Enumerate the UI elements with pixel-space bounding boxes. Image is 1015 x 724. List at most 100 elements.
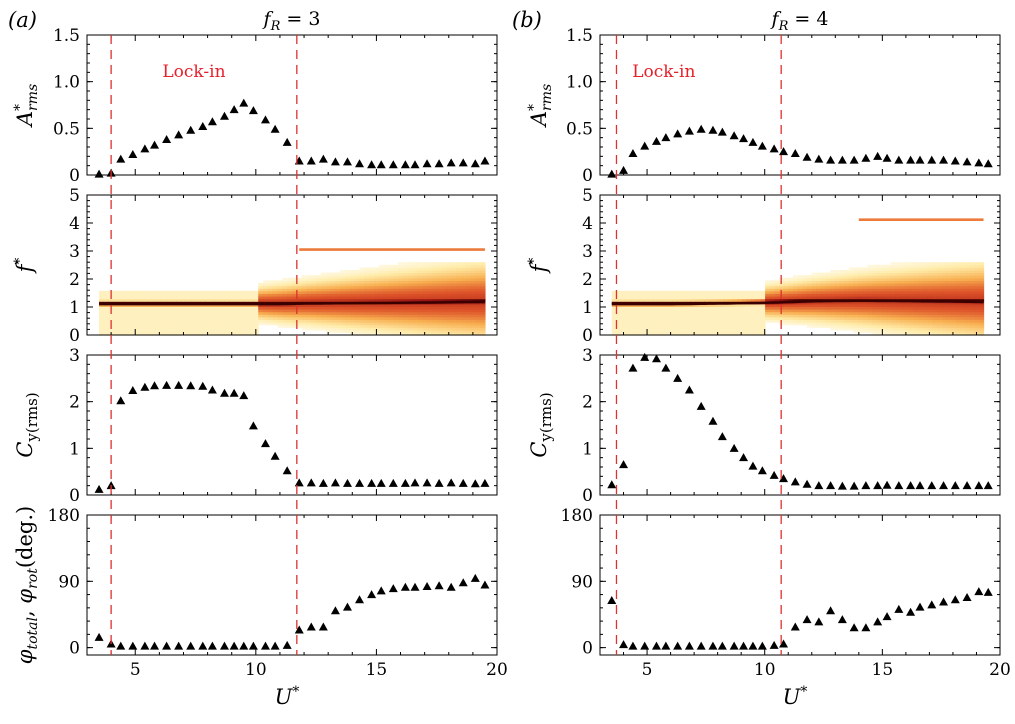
heatmap-cell xyxy=(876,311,882,315)
heatmap-cell xyxy=(470,303,476,307)
heatmap-cell xyxy=(709,296,715,300)
heatmap-cell xyxy=(441,272,447,276)
heatmap-cell xyxy=(480,332,486,336)
heatmap-cell xyxy=(123,296,129,300)
heatmap-cell xyxy=(238,306,245,310)
heatmap-cell xyxy=(704,306,710,310)
heatmap-cell xyxy=(653,324,659,328)
heatmap-cell xyxy=(932,322,938,326)
heatmap-cell xyxy=(238,301,245,305)
heatmap-cell xyxy=(941,311,947,315)
heatmap-cell xyxy=(229,301,235,305)
heatmap-cell xyxy=(325,303,332,307)
heatmap-cell xyxy=(872,319,878,323)
data-point xyxy=(270,124,280,133)
heatmap-cell xyxy=(301,290,308,294)
heatmap-cell xyxy=(214,322,221,326)
y-axis-label: φtotal, φrot(deg.) xyxy=(13,506,41,664)
heatmap-cell xyxy=(820,285,827,289)
heatmap-cell xyxy=(214,298,221,302)
heatmap-cell xyxy=(99,314,105,318)
heatmap-cell xyxy=(431,332,438,336)
heatmap-cell xyxy=(214,319,221,323)
heatmap-cell xyxy=(253,316,259,320)
heatmap-cell xyxy=(755,290,762,294)
heatmap-cell xyxy=(156,296,163,300)
heatmap-cell xyxy=(417,277,423,281)
heatmap-cell xyxy=(793,288,799,292)
heatmap-cell xyxy=(834,303,841,307)
heatmap-cell xyxy=(402,309,409,313)
heatmap-cell xyxy=(872,285,878,289)
heatmap-cell xyxy=(830,322,836,326)
heatmap-cell xyxy=(946,264,952,268)
x-tick-label: 20 xyxy=(486,660,508,680)
heatmap-cell xyxy=(374,309,380,313)
heatmap-cell xyxy=(166,306,173,310)
data-point xyxy=(376,160,386,169)
heatmap-cell xyxy=(306,290,312,294)
heatmap-cell xyxy=(853,327,859,331)
heatmap-cell xyxy=(427,296,433,300)
heatmap-cell xyxy=(277,285,283,289)
heatmap-cell xyxy=(267,293,274,297)
heatmap-cell xyxy=(407,329,414,333)
heatmap-cell xyxy=(345,306,351,310)
heatmap-cell xyxy=(451,270,457,274)
heatmap-cell xyxy=(714,329,720,333)
heatmap-cell xyxy=(951,272,957,276)
heatmap-cell xyxy=(876,288,882,292)
heatmap-cell xyxy=(700,311,706,315)
heatmap-cell xyxy=(909,301,915,305)
heatmap-cell xyxy=(234,332,240,336)
heatmap-cell xyxy=(946,319,952,323)
heatmap-cell xyxy=(937,301,943,305)
heatmap-cell xyxy=(161,329,168,333)
heatmap-cell xyxy=(858,327,864,331)
heatmap-cell xyxy=(644,311,650,315)
heatmap-cell xyxy=(779,283,785,287)
heatmap-cell xyxy=(460,285,467,289)
data-point xyxy=(355,595,365,604)
heatmap-cell xyxy=(913,324,920,328)
heatmap-cell xyxy=(292,314,298,318)
fundamental-ridge xyxy=(611,299,984,306)
heatmap-cell xyxy=(402,296,409,300)
heatmap-cell xyxy=(686,298,692,302)
heatmap-cell xyxy=(751,290,757,294)
heatmap-cell xyxy=(166,316,173,320)
heatmap-cell xyxy=(263,319,269,323)
heatmap-cell xyxy=(793,306,799,310)
heatmap-cell xyxy=(349,283,356,287)
heatmap-cell xyxy=(325,283,332,287)
heatmap-cell xyxy=(422,327,428,331)
data-point xyxy=(939,155,949,164)
heatmap-cell xyxy=(932,270,938,274)
heatmap-cell xyxy=(676,329,683,333)
heatmap-cell xyxy=(844,275,850,279)
heatmap-cell xyxy=(292,319,298,323)
heatmap-cell xyxy=(475,283,481,287)
heatmap-cell xyxy=(881,296,887,300)
heatmap-cell xyxy=(909,288,915,292)
heatmap-cell xyxy=(611,296,618,300)
heatmap-cell xyxy=(727,298,734,302)
heatmap-cell xyxy=(690,329,697,333)
heatmap-cell xyxy=(811,277,817,281)
data-point xyxy=(470,573,480,582)
heatmap-cell xyxy=(918,303,924,307)
heatmap-cell xyxy=(895,301,901,305)
heatmap-cell xyxy=(695,314,701,318)
heatmap-cell xyxy=(978,319,985,323)
heatmap-cell xyxy=(909,280,915,284)
heatmap-cell xyxy=(932,290,938,294)
heatmap-cell xyxy=(152,324,158,328)
heatmap-cell xyxy=(704,324,710,328)
heatmap-cell xyxy=(306,322,312,326)
heatmap-cell xyxy=(937,283,943,287)
heatmap-cell xyxy=(913,288,920,292)
heatmap-cell xyxy=(431,324,438,328)
heatmap-cell xyxy=(881,283,887,287)
heatmap-cell xyxy=(335,280,341,284)
heatmap-cell xyxy=(398,311,404,315)
